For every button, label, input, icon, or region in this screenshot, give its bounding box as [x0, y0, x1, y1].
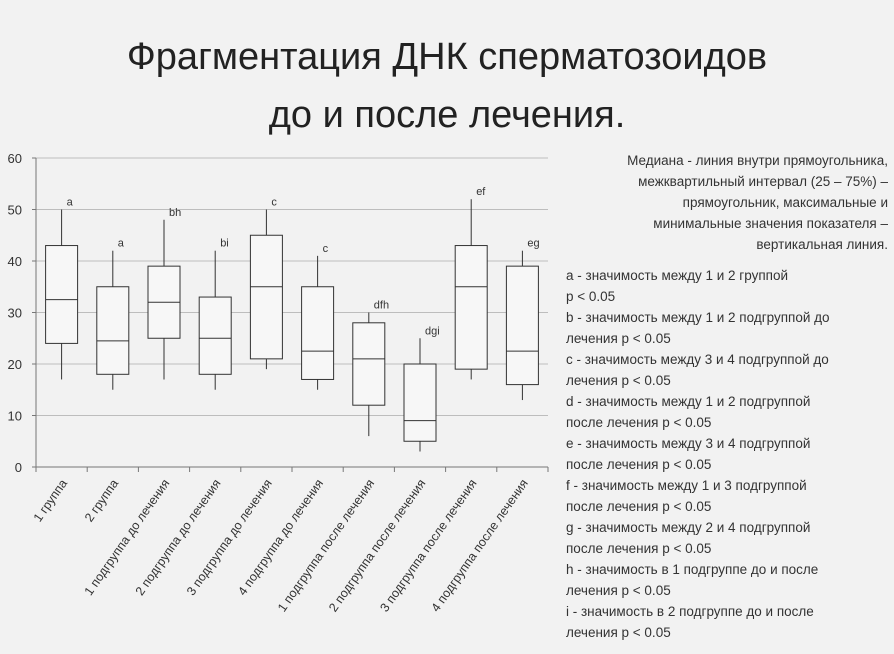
significance-line: лечения p < 0.05 — [566, 625, 671, 640]
significance-line: c - значимость между 3 и 4 подгруппой до — [566, 352, 829, 367]
significance-label: a — [67, 197, 74, 209]
significance-label: eg — [527, 238, 539, 250]
significance-label: dfh — [374, 300, 389, 312]
significance-line: после лечения p < 0.05 — [566, 499, 712, 514]
page-title: Фрагментация ДНК сперматозоидов до и пос… — [0, 28, 894, 144]
significance-label: dgi — [425, 325, 440, 337]
significance-line: лечения p < 0.05 — [566, 583, 671, 598]
box-plot-chart: 0 10 20 30 40 50 60 a a bh bi c c dfh dgi ef eg 1 группа 2… — [8, 151, 549, 615]
iqr-box — [249, 234, 283, 360]
significance-label: c — [323, 243, 329, 255]
x-tick-label: 1 группа — [31, 477, 70, 525]
significance-label: bi — [220, 238, 229, 250]
significance-line: лечения p < 0.05 — [566, 331, 671, 346]
x-tick-label: 4 подгруппа после лечения — [429, 477, 531, 615]
significance-line: лечения p < 0.05 — [566, 373, 671, 388]
x-tick-label: 4 подгруппа до лечения — [235, 477, 326, 598]
iqr-box — [301, 286, 335, 380]
x-tick-label: 1 подгруппа после лечения — [275, 477, 377, 615]
significance-line: a - значимость между 1 и 2 группой — [566, 268, 788, 283]
significance-label: bh — [169, 207, 181, 219]
significance-line: p < 0.05 — [566, 289, 616, 304]
x-tick-label: 2 подгруппа после лечения — [326, 477, 428, 615]
significance-legend: a - значимость между 1 и 2 группой p < 0.… — [566, 265, 888, 643]
significance-label: c — [271, 197, 277, 209]
significance-line: d - значимость между 1 и 2 подгруппой — [566, 394, 811, 409]
significance-label: a — [118, 238, 125, 250]
y-tick-label: 0 — [15, 460, 22, 475]
significance-line: после лечения p < 0.05 — [566, 415, 712, 430]
significance-line: после лечения p < 0.05 — [566, 457, 712, 472]
chart-notes: Медиана - линия внутри прямоугольника, ме… — [566, 150, 888, 643]
iqr-box — [505, 265, 539, 386]
iqr-box — [198, 296, 232, 375]
iqr-box — [96, 286, 130, 375]
description-line: Медиана - линия внутри прямоугольника, — [627, 153, 888, 168]
x-tick-label: 2 группа — [82, 477, 121, 525]
x-tick-label: 3 подгруппа после лечения — [377, 477, 479, 615]
significance-line: b - значимость между 1 и 2 подгруппой до — [566, 310, 830, 325]
y-tick-label: 60 — [8, 151, 22, 166]
y-tick-label: 20 — [8, 357, 22, 372]
description-line: вертикальная линия. — [756, 237, 888, 252]
title-line-1: Фрагментация ДНК сперматозоидов — [126, 36, 768, 78]
description-line: межквартильный интервал (25 – 75%) – — [638, 174, 888, 189]
y-tick-label: 30 — [8, 306, 22, 321]
iqr-box — [45, 245, 79, 344]
significance-line: f - значимость между 1 и 3 подгруппой — [566, 478, 807, 493]
x-tick-label: 2 подгруппа до лечения — [133, 477, 224, 598]
significance-label: ef — [476, 186, 486, 198]
significance-line: после лечения p < 0.05 — [566, 541, 712, 556]
significance-line: g - значимость между 2 и 4 подгруппой — [566, 520, 811, 535]
chart-description: Медиана - линия внутри прямоугольника, ме… — [566, 150, 888, 255]
iqr-box — [352, 322, 386, 406]
y-tick-label: 40 — [8, 254, 22, 269]
x-tick-label: 3 подгруппа до лечения — [184, 477, 275, 598]
significance-line: e - значимость между 3 и 4 подгруппой — [566, 436, 811, 451]
description-line: прямоугольник, максимальные и — [682, 195, 888, 210]
description-line: минимальные значения показателя – — [653, 216, 888, 231]
iqr-box — [454, 245, 488, 370]
significance-line: h - значимость в 1 подгруппе до и после — [566, 562, 819, 577]
x-tick-label: 1 подгруппа до лечения — [82, 477, 173, 598]
y-tick-label: 10 — [8, 409, 22, 424]
y-tick-label: 50 — [8, 203, 22, 218]
title-line-2: до и после лечения. — [268, 94, 626, 136]
significance-line: i - значимость в 2 подгруппе до и после — [566, 604, 814, 619]
iqr-box — [403, 363, 437, 442]
